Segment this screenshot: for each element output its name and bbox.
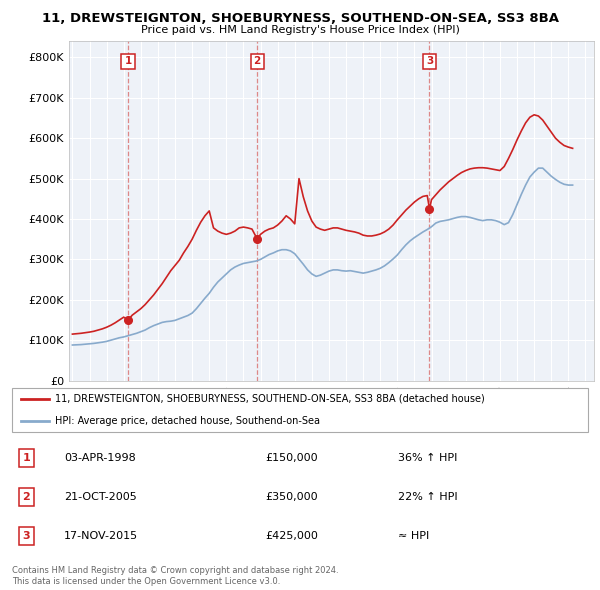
FancyBboxPatch shape <box>12 388 588 432</box>
Text: £150,000: £150,000 <box>265 453 318 463</box>
Text: 17-NOV-2015: 17-NOV-2015 <box>64 531 138 541</box>
Text: 2: 2 <box>253 57 261 67</box>
Text: HPI: Average price, detached house, Southend-on-Sea: HPI: Average price, detached house, Sout… <box>55 416 320 426</box>
Text: 22% ↑ HPI: 22% ↑ HPI <box>398 492 458 502</box>
Text: 36% ↑ HPI: 36% ↑ HPI <box>398 453 457 463</box>
Text: 11, DREWSTEIGNTON, SHOEBURYNESS, SOUTHEND-ON-SEA, SS3 8BA (detached house): 11, DREWSTEIGNTON, SHOEBURYNESS, SOUTHEN… <box>55 394 485 404</box>
Text: £350,000: £350,000 <box>265 492 318 502</box>
Text: ≈ HPI: ≈ HPI <box>398 531 429 541</box>
Text: Price paid vs. HM Land Registry's House Price Index (HPI): Price paid vs. HM Land Registry's House … <box>140 25 460 35</box>
Text: 3: 3 <box>23 531 30 541</box>
Text: 11, DREWSTEIGNTON, SHOEBURYNESS, SOUTHEND-ON-SEA, SS3 8BA: 11, DREWSTEIGNTON, SHOEBURYNESS, SOUTHEN… <box>41 12 559 25</box>
Text: This data is licensed under the Open Government Licence v3.0.: This data is licensed under the Open Gov… <box>12 577 280 586</box>
Text: 03-APR-1998: 03-APR-1998 <box>64 453 136 463</box>
Text: 1: 1 <box>124 57 131 67</box>
Text: £425,000: £425,000 <box>265 531 319 541</box>
Text: Contains HM Land Registry data © Crown copyright and database right 2024.: Contains HM Land Registry data © Crown c… <box>12 566 338 575</box>
Text: 21-OCT-2005: 21-OCT-2005 <box>64 492 137 502</box>
Text: 3: 3 <box>426 57 433 67</box>
Text: 1: 1 <box>23 453 30 463</box>
Text: 2: 2 <box>23 492 30 502</box>
